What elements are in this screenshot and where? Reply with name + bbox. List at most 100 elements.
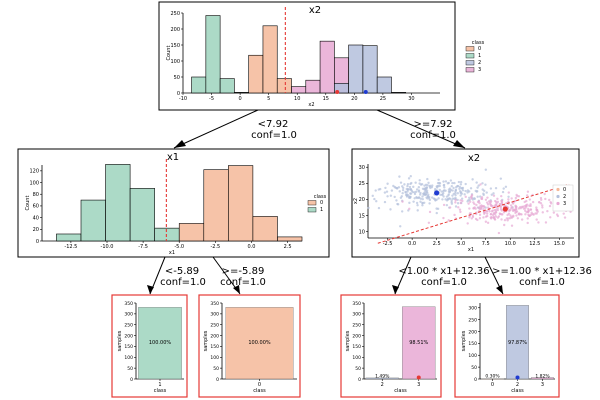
y-tick-label: 50	[471, 365, 477, 371]
x-tick-label: 2.5	[433, 241, 441, 247]
sample-marker	[502, 206, 508, 212]
scatter-point	[371, 194, 374, 198]
scatter-point	[459, 199, 462, 202]
class-bar	[138, 307, 182, 380]
scatter-point	[398, 190, 401, 193]
scatter-point	[399, 181, 403, 184]
scatter-point	[502, 187, 505, 190]
scatter-point	[429, 186, 432, 190]
y-tick-label: 200	[170, 27, 180, 33]
scatter-point	[438, 188, 441, 192]
x-tick-label: 1	[158, 382, 161, 388]
scatter-point	[492, 216, 495, 219]
scatter-point	[441, 198, 444, 201]
y-tick-label: 10	[359, 229, 365, 235]
scatter-point	[528, 214, 531, 217]
scatter-point	[524, 207, 527, 210]
scatter-point	[407, 177, 411, 180]
leaf-4-barchart: 0 50 100 150 200 250 300 samples class 0 0.30% 2 3 1.…	[461, 303, 555, 394]
scatter-point	[415, 188, 419, 191]
scatter-point	[419, 197, 423, 200]
scatter-point	[457, 180, 461, 184]
scatter-point	[448, 197, 452, 200]
y-tick-label: 350	[210, 301, 219, 307]
scatter-point	[500, 218, 503, 221]
x-axis-label: x1	[468, 247, 474, 253]
scatter-point	[538, 201, 541, 204]
edge-label-rr-conf: conf=1.0	[519, 277, 565, 288]
scatter-point	[447, 219, 450, 222]
scatter-point	[510, 197, 513, 200]
y-axis-label: Count	[166, 46, 172, 61]
legend-swatch	[465, 60, 475, 66]
scatter-point	[445, 195, 449, 198]
scatter-point	[454, 192, 457, 195]
y-tick-label: 200	[468, 329, 477, 335]
scatter-point	[507, 198, 510, 201]
x-tick-label: 0	[258, 382, 261, 388]
scatter-point	[468, 196, 471, 200]
scatter-point	[510, 215, 513, 219]
scatter-point	[466, 189, 470, 192]
x-tick-label: 2.5	[284, 244, 292, 250]
scatter-point	[468, 207, 471, 210]
scatter-point	[466, 200, 469, 203]
scatter-point	[478, 195, 482, 198]
histogram-bar	[80, 199, 106, 242]
y-tick-label: 50	[213, 366, 219, 372]
scatter-point	[525, 194, 529, 197]
leaf-2-frame	[198, 294, 301, 398]
scatter-point	[485, 210, 489, 213]
y-tick-label: 0	[130, 377, 133, 383]
edge-label-lr-cond: >=-5.89	[222, 266, 265, 277]
x-tick-label: -5	[209, 96, 214, 102]
scatter-point	[409, 175, 412, 178]
x-axis-label: x2	[308, 102, 314, 108]
scatter-point	[526, 190, 530, 193]
scatter-point	[475, 181, 478, 184]
scatter-point	[406, 184, 409, 188]
scatter-point	[489, 203, 493, 206]
scatter-point	[484, 215, 488, 218]
y-tick-label: 120	[29, 169, 39, 175]
scatter-point	[507, 195, 510, 198]
scatter-point	[443, 186, 446, 189]
scatter-point	[484, 183, 487, 186]
scatter-point	[386, 195, 389, 198]
scatter-point	[393, 195, 396, 199]
scatter-point	[473, 197, 476, 200]
scatter-point	[428, 202, 431, 205]
scatter-point	[412, 200, 415, 203]
arrowhead-root-left	[174, 140, 186, 148]
y-tick-label: 250	[468, 317, 477, 323]
x-tick-label: 7.5	[482, 241, 490, 247]
scatter-point	[481, 182, 484, 185]
legend-swatch	[465, 53, 475, 59]
y-tick-label: 50	[355, 366, 361, 372]
scatter-point	[485, 191, 488, 194]
edge-label-rl-cond: <1.00 * x1+12.36	[398, 266, 489, 277]
scatter-point	[496, 208, 499, 212]
scatter-point	[492, 192, 495, 195]
scatter-point	[490, 193, 493, 196]
scatter-point	[526, 221, 529, 225]
scatter-point	[424, 187, 427, 190]
scatter-point	[468, 200, 472, 203]
arrowhead-leaf4	[496, 285, 503, 294]
scatter-point	[399, 196, 403, 200]
histogram-bar	[205, 15, 221, 94]
scatter-point	[421, 197, 424, 201]
scatter-point	[470, 217, 473, 220]
edge-label-ll-conf: conf=1.0	[160, 277, 206, 288]
percent-label: 100.00%	[248, 340, 270, 346]
scatter-point	[548, 198, 551, 202]
scatter-point	[540, 198, 543, 201]
scatter-point	[453, 181, 456, 185]
y-tick-label: 300	[210, 312, 219, 318]
scatter-point	[435, 211, 438, 215]
y-tick-label: 100	[352, 355, 361, 361]
x-axis-label: class	[154, 388, 167, 394]
scatter-point	[424, 188, 427, 192]
histogram-bar	[291, 86, 307, 94]
